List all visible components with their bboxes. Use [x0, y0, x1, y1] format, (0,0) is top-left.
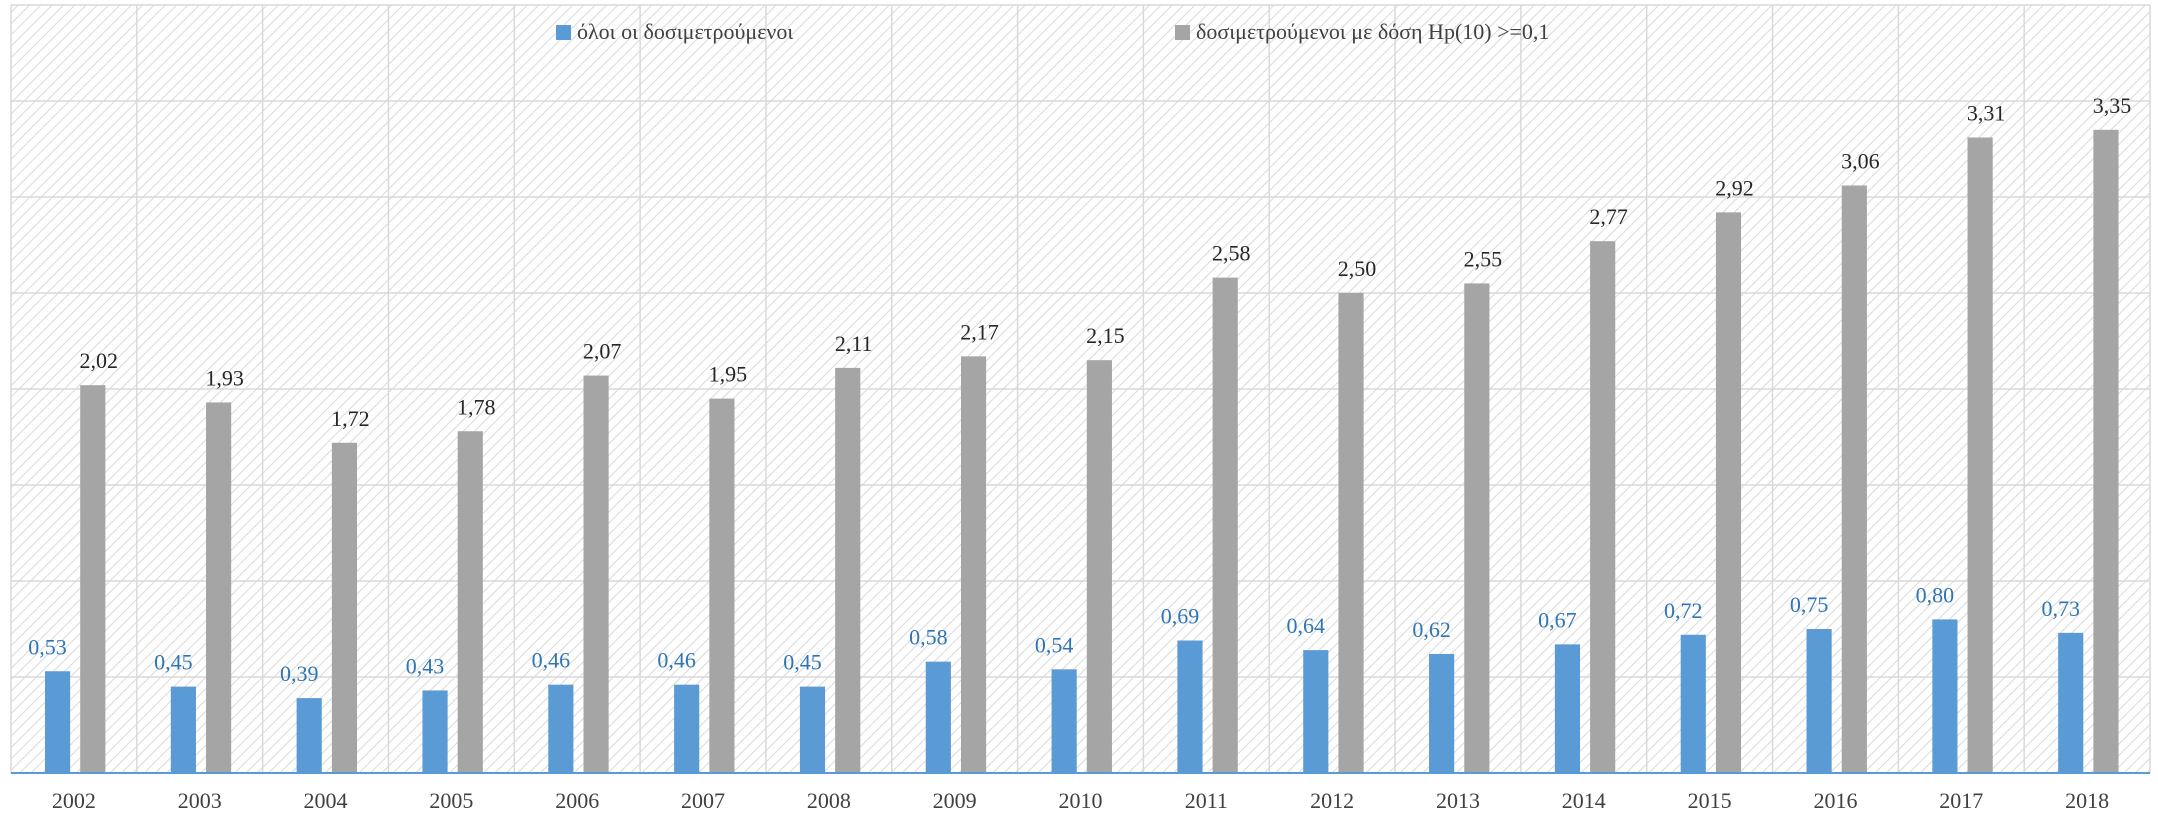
value-label: 0,43: [406, 653, 445, 678]
value-label: 0,72: [1664, 598, 1703, 623]
bar: [422, 690, 448, 773]
bar: [1590, 241, 1616, 773]
bar: [583, 375, 609, 773]
value-label: 0,45: [154, 650, 193, 675]
value-label: 0,53: [28, 634, 67, 659]
value-label: 2,55: [1464, 246, 1503, 271]
bar: [80, 385, 106, 773]
bar: [2058, 632, 2084, 773]
bar: [1303, 650, 1329, 773]
bar: [2093, 129, 2119, 774]
x-tick-label: 2012: [1310, 788, 1354, 813]
bar: [206, 402, 232, 773]
legend-label: δοσιμετρούμενοι με δόση Hp(10) >=0,1: [1196, 19, 1549, 44]
x-tick-label: 2003: [178, 788, 222, 813]
value-label: 0,54: [1035, 632, 1074, 657]
bar: [1051, 669, 1077, 773]
value-label: 3,35: [2093, 93, 2132, 118]
value-label: 2,11: [835, 331, 873, 356]
value-label: 0,62: [1412, 617, 1451, 642]
value-label: 0,46: [657, 648, 696, 673]
value-label: 2,92: [1715, 175, 1754, 200]
x-tick-label: 2007: [681, 788, 725, 813]
x-tick-label: 2002: [52, 788, 96, 813]
bar: [674, 684, 700, 773]
value-label: 0,80: [1916, 582, 1955, 607]
bar: [1177, 640, 1203, 773]
value-label: 1,78: [457, 394, 496, 419]
value-label: 0,64: [1287, 613, 1326, 638]
bar: [799, 686, 826, 773]
bar: [296, 698, 322, 773]
x-tick-label: 2013: [1436, 788, 1480, 813]
bar: [1429, 653, 1455, 773]
bar: [1554, 644, 1581, 773]
bar: [331, 442, 358, 773]
value-label: 3,31: [1967, 101, 2006, 126]
x-tick-label: 2014: [1562, 788, 1606, 813]
value-label: 1,95: [709, 362, 748, 387]
x-tick-label: 2004: [304, 788, 348, 813]
x-tick-label: 2017: [1939, 788, 1983, 813]
bar: [925, 661, 951, 773]
x-tick-label: 2011: [1185, 788, 1228, 813]
x-tick-label: 2006: [555, 788, 599, 813]
legend-label: όλοι οι δοσιμετρούμενοι: [577, 19, 793, 44]
x-tick-label: 2010: [1059, 788, 1103, 813]
value-label: 2,17: [960, 319, 999, 344]
bar: [1932, 619, 1958, 773]
bar: [1715, 212, 1742, 774]
bar: [1806, 629, 1832, 773]
x-tick-label: 2018: [2065, 788, 2109, 813]
legend-swatch: [1175, 25, 1190, 40]
bar: [835, 367, 861, 773]
bar: [170, 686, 196, 773]
value-label: 2,15: [1086, 323, 1125, 348]
bar: [457, 431, 483, 773]
value-label: 0,69: [1161, 604, 1200, 629]
value-label: 0,58: [909, 625, 948, 650]
value-label: 1,93: [205, 365, 244, 390]
bar: [1338, 293, 1364, 773]
legend-swatch: [556, 25, 571, 40]
value-label: 2,07: [583, 339, 622, 364]
value-label: 2,58: [1212, 241, 1251, 266]
bar: [709, 398, 735, 773]
bar: [960, 356, 987, 773]
value-label: 0,46: [532, 648, 571, 673]
value-label: 3,06: [1841, 149, 1880, 174]
value-label: 0,75: [1790, 592, 1829, 617]
bar: [1086, 360, 1112, 773]
value-label: 0,39: [280, 661, 319, 686]
x-tick-label: 2009: [933, 788, 977, 813]
value-label: 2,77: [1589, 204, 1628, 229]
value-label: 0,67: [1538, 607, 1577, 632]
x-tick-label: 2005: [429, 788, 473, 813]
bar: [1841, 185, 1867, 774]
value-label: 2,02: [80, 348, 119, 373]
value-label: 1,72: [331, 406, 370, 431]
bar: [1680, 634, 1706, 773]
bar: [1967, 137, 1993, 774]
x-tick-label: 2015: [1688, 788, 1732, 813]
x-tick-label: 2016: [1813, 788, 1857, 813]
bar: [1464, 283, 1490, 773]
value-label: 0,73: [2041, 596, 2080, 621]
bar: [44, 671, 71, 773]
bar: [1212, 277, 1238, 773]
x-tick-label: 2008: [807, 788, 851, 813]
bar: [548, 684, 574, 773]
value-label: 0,45: [783, 650, 822, 675]
value-label: 2,50: [1338, 256, 1377, 281]
